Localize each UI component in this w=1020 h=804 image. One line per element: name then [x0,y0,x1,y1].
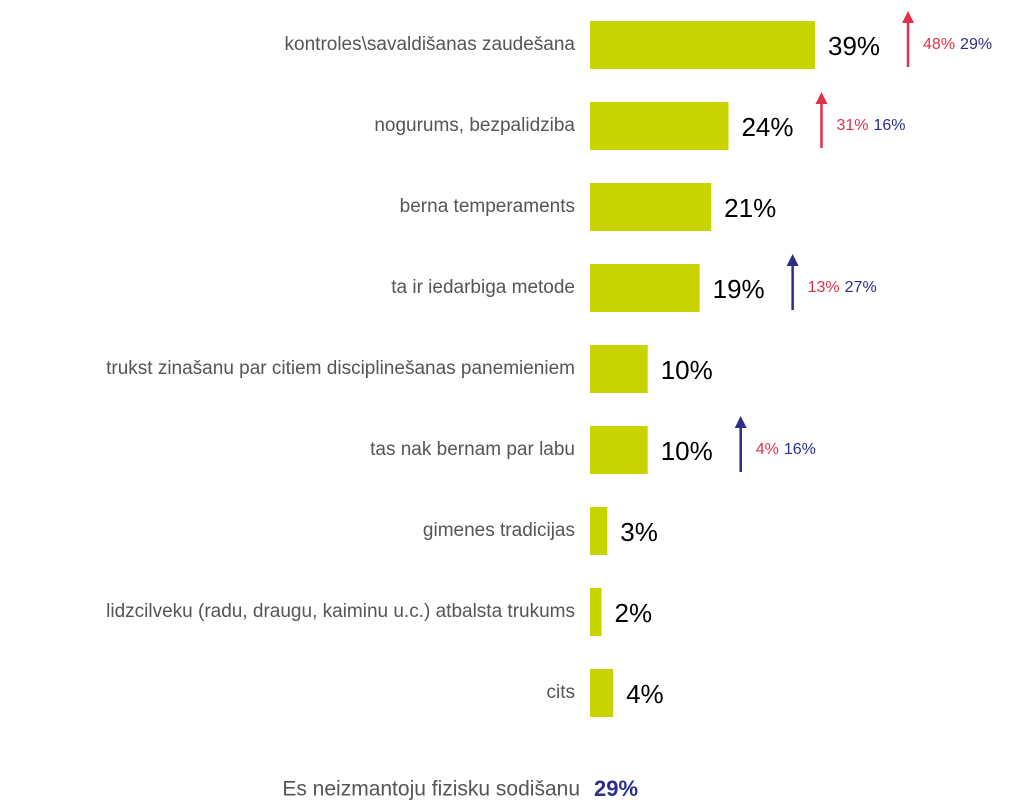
footer-label: Es neizmantoju fizisku sodišanu [282,778,580,801]
comparison-value: 4% [756,441,779,458]
comparison-value: 13% [808,279,840,296]
bar [590,102,729,150]
category-label: gimenes tradicijas [422,520,575,541]
trend-arrow-head [902,11,915,23]
value-label: 4% [626,679,664,709]
footer-value: 29% [594,776,638,801]
comparison-value: 29% [960,36,992,53]
value-label: 3% [620,517,658,547]
bar [590,426,648,474]
category-label: cits [546,682,576,703]
bar [590,183,712,231]
trend-arrow-head [734,416,747,428]
value-label: 10% [661,436,713,466]
bar [590,345,648,393]
trend-arrow-head [786,254,799,266]
comparison-value: 48% [923,36,955,53]
category-label: ta ir iedarbiga metode [391,277,575,298]
category-label: berna temperaments [399,196,575,217]
bar [590,21,816,69]
category-label: trukst zinašanu par citiem disciplinešan… [106,358,575,379]
value-label: 19% [713,274,765,304]
bar [590,507,608,555]
category-label: kontroles\savaldišanas zaudešana [284,34,575,55]
value-label: 21% [724,193,776,223]
value-label: 10% [661,355,713,385]
value-label: 39% [828,31,880,61]
category-label: lidzcilveku (radu, draugu, kaiminu u.c.)… [106,601,575,622]
category-label: tas nak bernam par labu [370,439,575,460]
category-label: nogurums, bezpalidziba [374,115,575,136]
value-label: 2% [615,598,653,628]
comparison-value: 16% [784,441,816,458]
bar [590,264,700,312]
comparison-value: 27% [845,279,877,296]
comparison-value: 31% [836,117,868,134]
bar [590,588,602,636]
comparison-value: 16% [874,117,906,134]
trend-arrow-head [815,92,828,104]
value-label: 24% [741,112,793,142]
bar [590,669,614,717]
